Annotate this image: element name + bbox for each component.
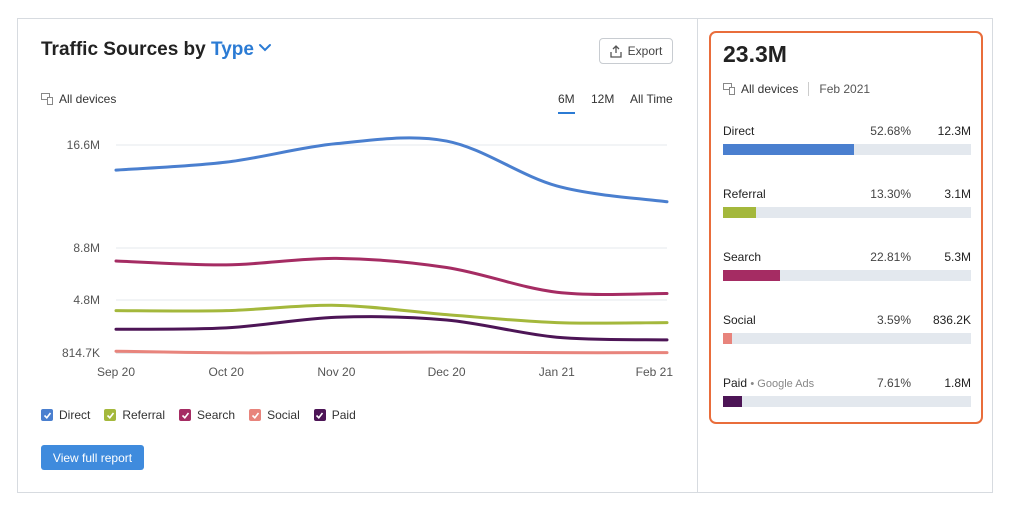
tab-6m[interactable]: 6M xyxy=(558,92,575,114)
row-percent: 52.68% xyxy=(870,124,911,138)
share-bar-fill xyxy=(723,333,732,344)
x-tick-label: Feb 21 xyxy=(636,365,674,379)
devices-icon xyxy=(723,83,735,95)
y-tick-label: 16.6M xyxy=(67,138,100,152)
row-name-text: Paid xyxy=(723,376,748,390)
row-name: Search xyxy=(723,250,761,264)
share-bar-fill xyxy=(723,207,756,218)
type-link-label: Type xyxy=(211,39,254,60)
legend-item-paid[interactable]: Paid xyxy=(313,408,356,422)
breakdown-panel: 23.3M All devices Feb 2021 Direct 52.68%… xyxy=(709,31,983,424)
row-value: 1.8M xyxy=(944,376,971,390)
row-name: Social xyxy=(723,313,756,327)
legend-label: Direct xyxy=(59,408,91,422)
panel-meta: All devices Feb 2021 xyxy=(723,82,870,96)
row-name: Paid • Google Ads xyxy=(723,376,814,390)
row-subtitle: • Google Ads xyxy=(750,378,815,390)
row-value: 3.1M xyxy=(944,187,971,201)
checkbox-icon xyxy=(41,409,53,421)
x-tick-label: Nov 20 xyxy=(317,365,355,379)
breakdown-row-referral: Referral 13.30% 3.1M xyxy=(723,187,971,221)
row-name-text: Direct xyxy=(723,124,755,138)
row-percent: 13.30% xyxy=(870,187,911,201)
checkbox-icon xyxy=(179,409,192,421)
breakdown-row-search: Search 22.81% 5.3M xyxy=(723,250,971,284)
legend-label: Search xyxy=(197,408,236,422)
export-icon xyxy=(610,44,622,58)
share-bar-fill xyxy=(723,144,854,155)
legend-label: Paid xyxy=(331,408,356,422)
export-label: Export xyxy=(627,44,663,58)
row-name: Referral xyxy=(723,187,766,201)
row-value: 836.2K xyxy=(932,313,971,327)
legend-item-search[interactable]: Search xyxy=(179,408,235,422)
x-tick-label: Dec 20 xyxy=(428,365,466,379)
share-bar-fill xyxy=(723,270,780,281)
panel-date: Feb 2021 xyxy=(819,82,871,96)
card-divider xyxy=(697,19,698,492)
y-tick-label: 814.7K xyxy=(62,346,100,360)
legend-item-referral[interactable]: Referral xyxy=(104,408,165,422)
row-percent: 22.81% xyxy=(870,250,911,264)
view-full-report-button[interactable]: View full report xyxy=(41,445,144,470)
devices-label: All devices xyxy=(59,92,117,106)
share-bar-fill xyxy=(723,396,742,407)
tab-all-time[interactable]: All Time xyxy=(630,92,673,106)
series-line-direct xyxy=(114,136,669,204)
total-visits: 23.3M xyxy=(723,41,787,67)
x-tick-label: Sep 20 xyxy=(97,365,135,379)
breakdown-row-social: Social 3.59% 836.2K xyxy=(723,313,971,347)
legend-label: Referral xyxy=(122,408,166,422)
tab-12m[interactable]: 12M xyxy=(591,92,615,106)
type-dropdown[interactable]: Type xyxy=(211,39,272,60)
row-percent: 3.59% xyxy=(876,313,911,327)
devices-icon xyxy=(41,93,53,105)
row-name-text: Search xyxy=(723,250,762,264)
chart-legend: Direct Referral Search Social Paid xyxy=(41,408,356,422)
breakdown-row-direct: Direct 52.68% 12.3M xyxy=(723,124,971,158)
chevron-down-icon xyxy=(258,44,271,52)
share-bar-track xyxy=(723,144,971,155)
widget-title: Traffic Sources by Type xyxy=(41,39,272,61)
share-bar-track xyxy=(723,270,971,281)
breakdown-row-paid: Paid • Google Ads 7.61% 1.8M xyxy=(723,376,971,410)
checkbox-icon xyxy=(104,409,117,421)
series-line-social xyxy=(114,349,669,355)
y-tick-label: 8.8M xyxy=(73,241,100,255)
legend-item-direct[interactable]: Direct xyxy=(41,408,90,422)
share-bar-track xyxy=(723,207,971,218)
y-tick-label: 4.8M xyxy=(73,293,100,307)
share-bar-track xyxy=(723,333,971,344)
row-name-text: Social xyxy=(723,313,756,327)
checkbox-icon xyxy=(313,409,326,421)
panel-devices-label: All devices xyxy=(741,82,799,96)
x-tick-label: Jan 21 xyxy=(539,365,575,379)
x-tick-label: Oct 20 xyxy=(209,365,245,379)
series-line-search xyxy=(114,256,669,296)
title-prefix: Traffic Sources by xyxy=(41,39,206,60)
legend-item-social[interactable]: Social xyxy=(249,408,300,422)
device-filter[interactable]: All devices xyxy=(41,92,116,106)
row-percent: 7.61% xyxy=(876,376,911,390)
export-button[interactable]: Export xyxy=(599,38,673,64)
checkbox-icon xyxy=(249,409,262,421)
row-name: Direct xyxy=(723,124,754,138)
series-line-paid xyxy=(114,315,669,342)
row-name-text: Referral xyxy=(723,187,766,201)
meta-separator xyxy=(808,82,810,96)
row-value: 5.3M xyxy=(944,250,971,264)
series-line-referral xyxy=(114,303,669,325)
row-value: 12.3M xyxy=(937,124,971,138)
legend-label: Social xyxy=(267,408,300,422)
share-bar-track xyxy=(723,396,971,407)
